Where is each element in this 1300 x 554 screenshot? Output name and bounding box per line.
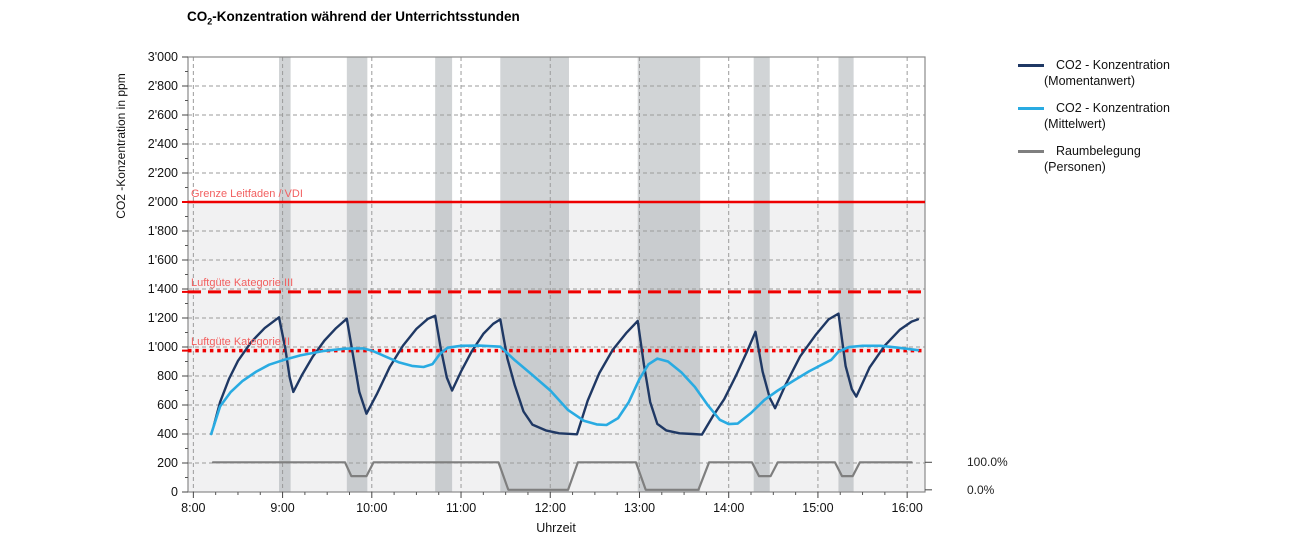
legend-label-raumbelegung-line1: Raumbelegung (1056, 144, 1141, 158)
chart-title: CO2-Konzentration während der Unterricht… (187, 9, 520, 27)
right-axis-label-0pct: 0.0% (967, 483, 995, 497)
legend-label-raumbelegung: Raumbelegung (Personen) (1044, 143, 1141, 175)
y-tick-label-800: 800 (157, 369, 178, 383)
momentanwert-line-swatch (1018, 64, 1044, 67)
break-band-1 (346, 57, 368, 492)
right-axis-label-100pct: 100.0% (967, 455, 1008, 469)
x-tick-label-9:00: 9:00 (270, 501, 294, 515)
y-tick-label-2'600: 2'600 (148, 108, 178, 122)
legend-label-momentanwert-line1: CO2 - Konzentration (1056, 58, 1170, 72)
momentanwert-line (212, 312, 920, 436)
x-tick-label-11:00: 11:00 (446, 501, 476, 515)
break-band-2 (435, 57, 453, 492)
raumbelegung-line-swatch (1018, 150, 1044, 153)
x-tick-label-15:00: 15:00 (802, 501, 833, 515)
legend-item-raumbelegung: Raumbelegung (Personen) (1018, 143, 1170, 175)
chart-title-subscript: 2 (207, 16, 213, 27)
reference-line-label-kategorie-2: Luftgüte Kategorie II (191, 336, 291, 348)
y-tick-label-400: 400 (157, 427, 178, 441)
mittelwert-line (209, 344, 920, 436)
reference-line-label-kategorie-3: Luftgüte Kategorie III (191, 277, 294, 289)
chart-title-prefix: CO (187, 9, 208, 24)
y-tick-label-1'800: 1'800 (148, 224, 178, 238)
y-tick-label-3'000: 3'000 (148, 50, 178, 64)
y-tick-label-1'400: 1'400 (148, 282, 178, 296)
legend-item-momentanwert: CO2 - Konzentration (Momentanwert) (1018, 57, 1170, 89)
break-band-4 (637, 57, 701, 492)
break-band-5 (753, 57, 770, 492)
legend-label-raumbelegung-line2: (Personen) (1044, 160, 1106, 174)
x-tick-label-10:00: 10:00 (356, 501, 387, 515)
break-band-3 (500, 57, 569, 492)
legend-label-mittelwert: CO2 - Konzentration (Mittelwert) (1044, 100, 1170, 132)
y-tick-label-1'000: 1'000 (148, 340, 178, 354)
x-tick-label-8:00: 8:00 (181, 501, 205, 515)
y-tick-label-2'200: 2'200 (148, 166, 178, 180)
y-tick-label-2'800: 2'800 (148, 79, 178, 93)
mittelwert-line-swatch (1018, 107, 1044, 110)
legend-label-momentanwert: CO2 - Konzentration (Momentanwert) (1044, 57, 1170, 89)
y-tick-label-1'600: 1'600 (148, 253, 178, 267)
legend-label-mittelwert-line1: CO2 - Konzentration (1056, 101, 1170, 115)
x-tick-label-13:00: 13:00 (624, 501, 655, 515)
legend-item-mittelwert: CO2 - Konzentration (Mittelwert) (1018, 100, 1170, 132)
y-tick-label-0: 0 (171, 485, 178, 499)
break-band-0 (279, 57, 291, 492)
x-tick-label-16:00: 16:00 (892, 501, 923, 515)
legend-label-mittelwert-line2: (Mittelwert) (1044, 117, 1106, 131)
chart-title-rest: -Konzentration während der Unterrichtsst… (212, 9, 520, 24)
legend-label-momentanwert-line2: (Momentanwert) (1044, 74, 1135, 88)
x-tick-label-12:00: 12:00 (535, 501, 566, 515)
reference-line-label-grenze-vdi: Grenze Leitfaden / VDI (191, 188, 303, 200)
y-tick-label-200: 200 (157, 456, 178, 470)
y-tick-label-1'200: 1'200 (148, 311, 178, 325)
legend: CO2 - Konzentration (Momentanwert) CO2 -… (1018, 57, 1170, 186)
x-tick-label-14:00: 14:00 (713, 501, 744, 515)
break-band-6 (838, 57, 854, 492)
x-axis-title: Uhrzeit (536, 521, 576, 535)
y-axis-title: CO2 -Konzentration in ppm (114, 73, 128, 219)
y-tick-label-600: 600 (157, 398, 178, 412)
y-tick-label-2'000: 2'000 (148, 195, 178, 209)
y-tick-label-2'400: 2'400 (148, 137, 178, 151)
raumbelegung-line (211, 461, 913, 491)
